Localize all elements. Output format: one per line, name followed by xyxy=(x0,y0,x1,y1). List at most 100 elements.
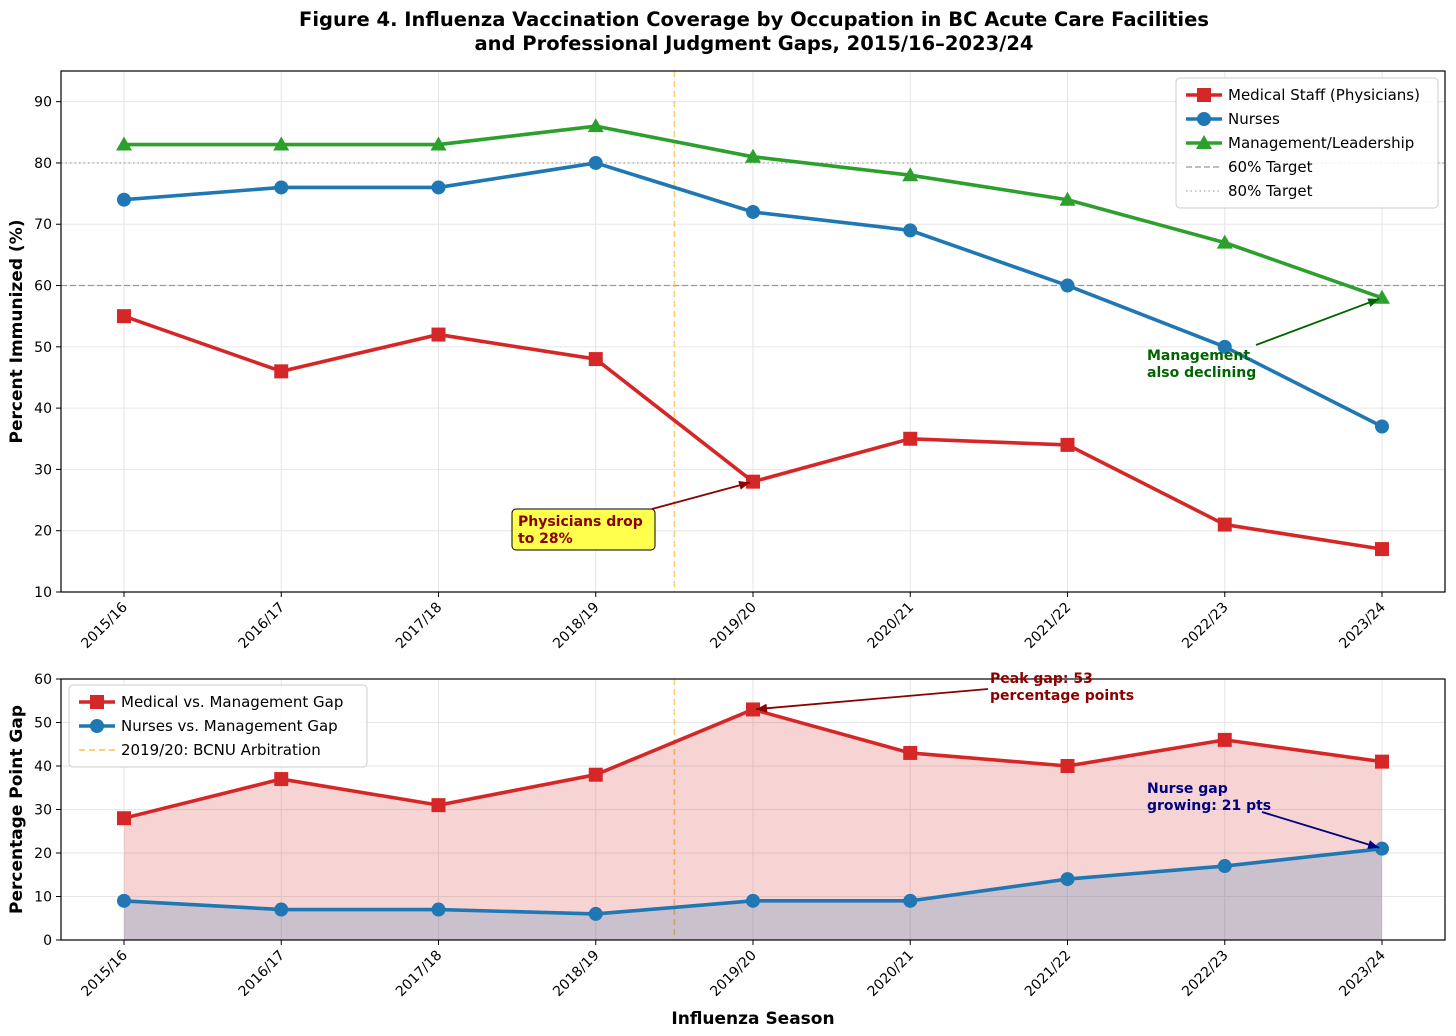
y-tick-label: 30 xyxy=(34,803,52,819)
annotation-peak-gap-53-text: percentage points xyxy=(990,688,1134,704)
annotation-peak-gap-53-arrowhead xyxy=(755,703,768,713)
chart-title-line-2: and Professional Judgment Gaps, 2015/16–… xyxy=(475,32,1034,55)
legend-label-60-target: 60% Target xyxy=(1228,158,1313,176)
data-point-management-leadership xyxy=(1216,234,1233,249)
data-point-medical-vs-management-gap xyxy=(431,798,446,813)
data-point-nurses xyxy=(117,192,131,207)
annotation-peak-gap-53-arrow xyxy=(755,688,989,711)
data-point-medical-vs-management-gap xyxy=(746,702,760,717)
x-tick-label: 2023/24 xyxy=(1336,947,1389,1000)
annotation-physicians-drop-arrow xyxy=(651,481,751,510)
data-point-nurses-vs-management-gap xyxy=(117,893,131,908)
y-tick-label: 50 xyxy=(34,716,52,732)
annotation-peak-gap-53-text: Peak gap: 53 xyxy=(990,671,1093,687)
x-tick-label: 2016/17 xyxy=(236,948,288,1000)
data-point-nurses xyxy=(746,204,760,219)
x-tick-label: 2019/20 xyxy=(707,948,759,1000)
data-point-medical-staff-physicians xyxy=(1060,437,1075,452)
x-tick-label: 2019/20 xyxy=(707,600,759,652)
data-point-nurses xyxy=(274,180,289,195)
x-tick-label: 2017/18 xyxy=(393,948,445,1000)
data-point-medical-staff-physicians xyxy=(431,327,446,342)
x-tick-label: 2016/17 xyxy=(236,600,288,652)
x-tick-label: 2017/18 xyxy=(393,600,445,652)
data-point-medical-staff-physicians xyxy=(1375,542,1389,557)
annotation-physicians-drop-text: Physicians drop xyxy=(518,514,643,530)
x-tick-label: 2021/22 xyxy=(1022,948,1074,1000)
legend-label-nurses-vs-management-gap: Nurses vs. Management Gap xyxy=(121,717,338,735)
annotation-nurse-gap-arrowhead xyxy=(1367,840,1380,849)
y-tick-label: 20 xyxy=(34,846,52,862)
data-point-management-leadership xyxy=(745,148,761,163)
data-point-nurses xyxy=(1060,278,1075,293)
y-tick-label: 90 xyxy=(34,95,52,111)
data-point-medical-vs-management-gap xyxy=(588,767,603,782)
data-point-medical-vs-management-gap xyxy=(903,745,918,760)
annotation-nurse-gap-text: growing: 21 pts xyxy=(1147,798,1271,814)
legend-marker-management-leadership xyxy=(1196,135,1212,149)
data-point-management-leadership xyxy=(1059,191,1076,206)
x-tick-label: 2021/22 xyxy=(1022,600,1074,652)
y-tick-label: 40 xyxy=(34,759,52,775)
annotation-physicians-drop-text: to 28% xyxy=(518,531,573,547)
data-point-medical-vs-management-gap xyxy=(274,772,289,787)
legend-label-2019-20-bcnu-arbitration: 2019/20: BCNU Arbitration xyxy=(121,741,321,759)
data-point-nurses-vs-management-gap xyxy=(588,906,603,921)
data-point-nurses-vs-management-gap xyxy=(746,893,760,908)
legend-label-management-leadership: Management/Leadership xyxy=(1228,134,1414,152)
data-point-nurses xyxy=(903,223,918,238)
area-fill-nurses-vs-management-gap xyxy=(124,848,1382,940)
data-point-medical-staff-physicians xyxy=(903,431,918,446)
x-tick-label: 2022/23 xyxy=(1179,600,1231,652)
data-point-medical-vs-management-gap xyxy=(117,811,131,826)
y-tick-label: 40 xyxy=(34,401,52,417)
x-tick-label: 2023/24 xyxy=(1336,599,1389,652)
data-point-nurses xyxy=(588,155,603,170)
legend-box xyxy=(1175,77,1439,209)
data-point-management-leadership xyxy=(273,136,290,151)
legend-marker-nurses-vs-management-gap xyxy=(90,719,104,733)
annotation-nurse-gap-text: Nurse gap xyxy=(1147,781,1228,797)
legend-label-nurses: Nurses xyxy=(1228,110,1280,128)
annotation-physicians-drop-arrowhead xyxy=(738,480,751,490)
coverage-panel: 10 20 30 40 50 60 70 80 90 2015/16 2016/17 2017/18 2… xyxy=(7,70,1446,652)
y-tick-label: 80 xyxy=(34,156,52,172)
data-point-medical-staff-physicians xyxy=(1217,517,1232,532)
data-point-management-leadership xyxy=(587,118,604,133)
x-axis-label: Influenza Season xyxy=(671,1009,834,1029)
data-point-nurses xyxy=(1217,339,1232,354)
y-tick-label: 70 xyxy=(34,217,52,233)
x-tick-label: 2018/19 xyxy=(550,600,602,652)
annotation-management-text: also declining xyxy=(1147,365,1256,381)
data-point-nurses xyxy=(431,180,446,195)
legend-marker-medical-vs-management-gap xyxy=(90,695,104,709)
y-tick-label: 60 xyxy=(34,672,52,688)
y-axis-label: Percent Immunized (%) xyxy=(7,220,27,444)
data-point-nurses-vs-management-gap xyxy=(1060,872,1075,887)
y-axis-label: Percentage Point Gap xyxy=(7,705,27,914)
data-point-medical-staff-physicians xyxy=(746,474,760,489)
legend-label-medical-staff-physicians: Medical Staff (Physicians) xyxy=(1228,86,1420,104)
data-point-nurses-vs-management-gap xyxy=(274,902,289,917)
gap-panel: 0 10 20 30 40 50 60 2015/16 2016/17 2017/18 2018/1… xyxy=(7,671,1446,1029)
annotation-management-arrow xyxy=(1255,297,1380,346)
y-tick-label: 60 xyxy=(34,279,52,295)
annotation-physicians-drop-box xyxy=(511,508,656,551)
x-tick-label: 2015/16 xyxy=(78,947,131,1000)
data-point-nurses-vs-management-gap xyxy=(431,902,446,917)
data-point-nurses-vs-management-gap xyxy=(903,893,918,908)
y-tick-label: 30 xyxy=(34,462,52,478)
data-point-medical-vs-management-gap xyxy=(1060,759,1075,773)
data-point-nurses-vs-management-gap xyxy=(1375,841,1389,856)
legend-label-medical-vs-management-gap: Medical vs. Management Gap xyxy=(121,693,343,711)
y-tick-label: 50 xyxy=(34,340,52,356)
data-point-management-leadership xyxy=(116,136,132,151)
data-point-medical-vs-management-gap xyxy=(1217,732,1232,747)
x-tick-label: 2022/23 xyxy=(1179,948,1231,1000)
x-tick-label: 2020/21 xyxy=(865,948,917,1000)
data-point-management-leadership xyxy=(430,136,447,151)
y-tick-label: 10 xyxy=(34,890,52,906)
y-tick-label: 10 xyxy=(34,585,52,601)
data-point-medical-staff-physicians xyxy=(117,309,131,324)
